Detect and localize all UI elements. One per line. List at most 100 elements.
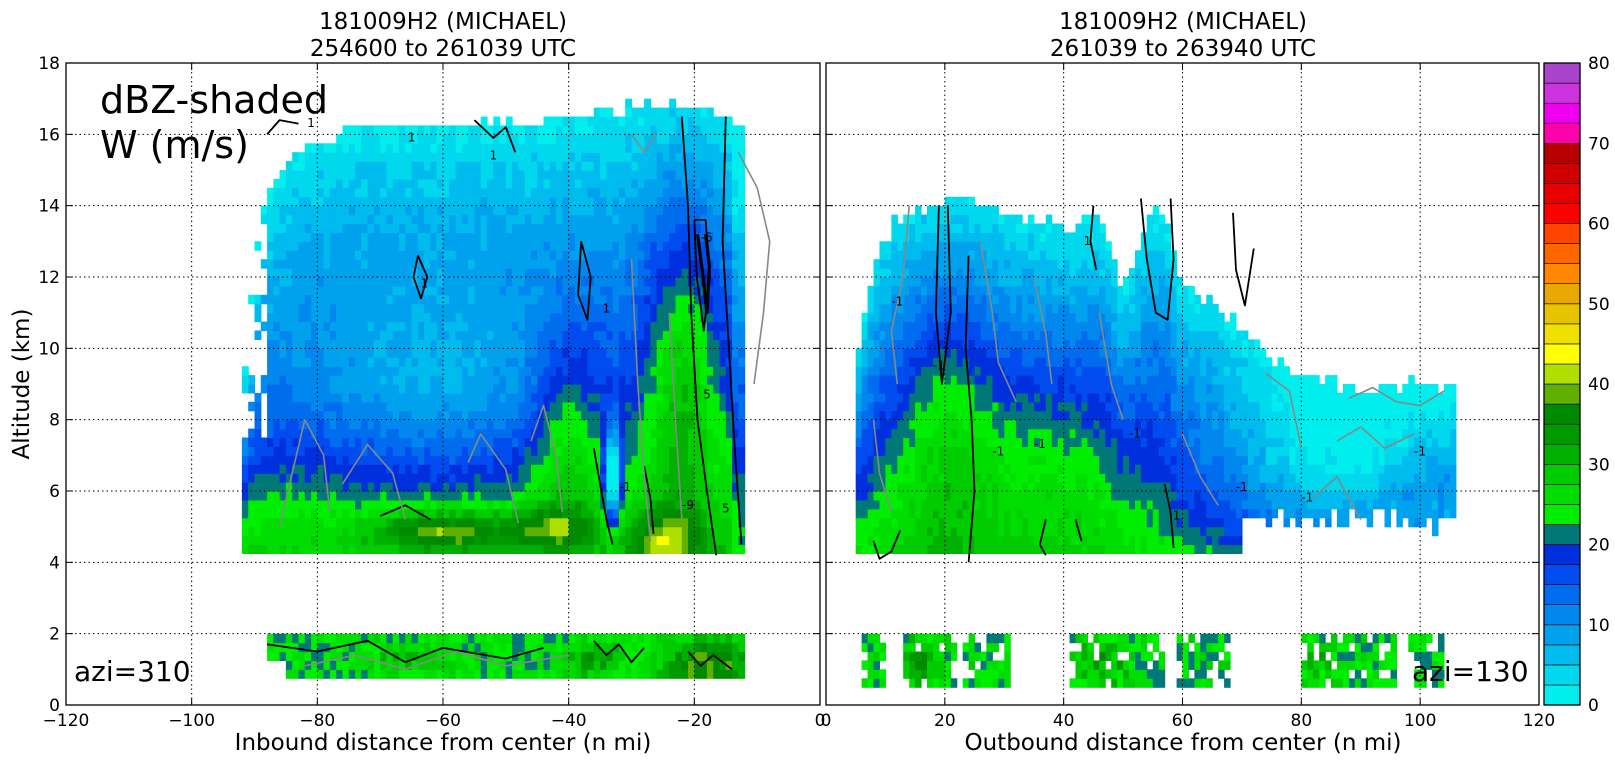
dbz-cell: [399, 214, 406, 225]
dbz-cell: [956, 259, 964, 269]
dbz-cell: [411, 250, 419, 260]
dbz-cell: [568, 375, 576, 385]
dbz-cell: [373, 196, 381, 207]
dbz-cell: [405, 294, 413, 305]
dbz-cell: [861, 330, 869, 340]
dbz-cell: [656, 223, 664, 233]
dbz-cell: [537, 669, 545, 679]
dbz-cell: [700, 107, 708, 118]
dbz-cell: [867, 678, 875, 688]
dbz-cell: [524, 357, 532, 367]
dbz-cell: [587, 392, 595, 403]
dbz-cell: [279, 259, 287, 269]
dbz-cell: [449, 357, 457, 367]
dbz-cell: [921, 401, 928, 412]
dbz-cell: [631, 125, 639, 135]
dbz-cell: [694, 446, 702, 456]
dbz-cell: [304, 633, 312, 644]
dbz-cell: [417, 660, 425, 670]
dbz-cell: [292, 294, 300, 305]
dbz-cell: [891, 410, 898, 421]
dbz-cell: [568, 642, 576, 653]
dbz-cell: [273, 491, 281, 501]
dbz-cell: [399, 125, 406, 135]
dbz-cell: [311, 517, 318, 528]
dbz-cell: [618, 277, 626, 287]
dbz-cell: [581, 375, 589, 385]
dbz-cell: [487, 250, 494, 260]
dbz-cell: [688, 285, 695, 296]
dbz-cell: [531, 223, 538, 233]
dbz-cell: [637, 330, 645, 340]
dbz-cell: [241, 508, 249, 519]
dbz-cell: [355, 152, 362, 162]
dbz-cell: [732, 339, 739, 349]
dbz-cell: [618, 660, 626, 670]
dbz-cell: [575, 178, 582, 189]
dbz-cell: [956, 499, 964, 510]
dbz-cell: [681, 321, 689, 332]
dbz-cell: [267, 482, 274, 492]
dbz-cell: [342, 285, 350, 296]
dbz-cell: [367, 633, 375, 644]
dbz-cell: [706, 499, 714, 510]
dbz-cell: [323, 178, 331, 189]
dbz-cell: [855, 535, 863, 546]
dbz-cell: [873, 330, 880, 340]
dbz-cell: [891, 428, 898, 439]
dbz-cell: [317, 544, 325, 554]
dbz-cell: [644, 303, 651, 314]
dbz-cell: [921, 660, 928, 670]
dbz-cell: [430, 410, 438, 421]
dbz-cell: [348, 491, 356, 501]
dbz-cell: [373, 143, 381, 153]
dbz-cell: [342, 259, 350, 269]
dbz-cell: [455, 170, 463, 180]
dbz-cell: [260, 214, 268, 225]
dbz-cell: [493, 633, 501, 644]
dbz-cell: [336, 446, 344, 456]
dbz-cell: [348, 366, 356, 376]
dbz-cell: [493, 321, 501, 332]
dbz-cell: [537, 161, 545, 171]
dbz-cell: [348, 410, 356, 421]
dbz-cell: [311, 143, 318, 153]
dbz-cell: [656, 330, 664, 340]
downdraft-contour: [737, 151, 771, 385]
dbz-cell: [329, 205, 337, 216]
dbz-cell: [373, 482, 381, 492]
dbz-cell: [713, 178, 721, 189]
dbz-cell: [512, 384, 519, 394]
dbz-cell: [921, 330, 928, 340]
dbz-cell: [373, 277, 381, 287]
dbz-cell: [386, 428, 394, 439]
dbz-cell: [518, 401, 526, 412]
dbz-cell: [897, 544, 904, 554]
dbz-cell: [430, 348, 438, 358]
dbz-cell: [873, 401, 880, 412]
dbz-cell: [662, 161, 670, 171]
x-tick-label: −120: [43, 711, 90, 731]
dbz-cell: [618, 125, 626, 135]
dbz-cell: [254, 392, 262, 403]
dbz-cell: [336, 392, 344, 403]
dbz-cell: [499, 437, 507, 447]
dbz-cell: [468, 205, 475, 216]
dbz-cell: [399, 535, 406, 546]
dbz-cell: [612, 223, 620, 233]
dbz-cell: [505, 464, 513, 474]
dbz-cell: [531, 321, 538, 332]
dbz-cell: [927, 473, 934, 483]
dbz-cell: [411, 259, 419, 269]
dbz-cell: [706, 517, 714, 528]
dbz-cell: [568, 357, 576, 367]
dbz-cell: [656, 357, 664, 367]
dbz-cell: [311, 268, 318, 278]
dbz-cell: [713, 330, 721, 340]
dbz-cell: [329, 366, 337, 376]
dbz-cell: [342, 366, 350, 376]
dbz-cell: [897, 491, 904, 501]
dbz-cell: [938, 259, 946, 269]
dbz-cell: [524, 321, 532, 332]
dbz-cell: [304, 473, 312, 483]
